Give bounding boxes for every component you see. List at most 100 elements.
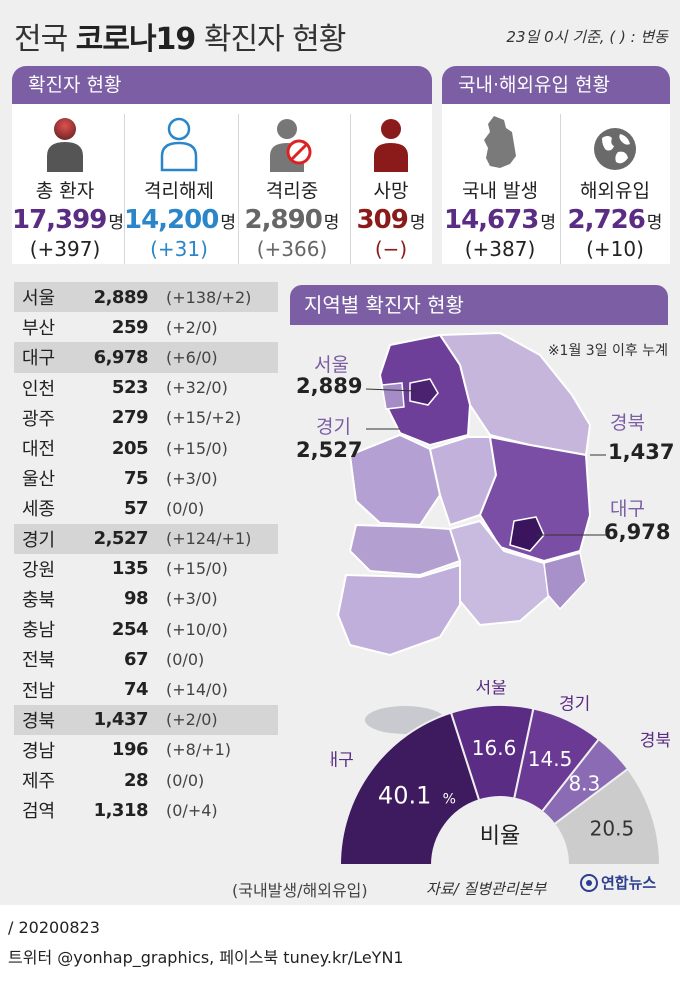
region-row: 충남 254 (+10/0) xyxy=(14,614,278,644)
region-name: 서울 xyxy=(22,288,56,310)
region-name: 충남 xyxy=(22,620,56,642)
ratio-slice xyxy=(338,711,481,866)
ratio-name-label: 서울 xyxy=(476,680,507,698)
region-name: 충북 xyxy=(22,589,56,611)
stat-domestic: 국내 발생 14,673 명 (+387) xyxy=(442,110,558,261)
stat-isolated-label: 격리중 xyxy=(265,180,319,202)
region-row: 제주 28 (0/0) xyxy=(14,765,278,795)
region-value: 1,437 xyxy=(93,709,149,731)
released-person-icon xyxy=(124,110,234,172)
region-value: 523 xyxy=(111,377,149,399)
map-region-chungnam xyxy=(348,433,442,527)
stat-domestic-value: 14,673 명 xyxy=(444,205,556,235)
region-value: 57 xyxy=(123,497,149,519)
basis-note: 23일 0시 기준, ( ) : 변동 xyxy=(506,28,668,46)
overview-title: 확진자 현황 xyxy=(12,66,432,104)
brand: 연합뉴스 xyxy=(580,872,656,893)
region-value: 205 xyxy=(111,437,149,459)
region-change: (+2/0) xyxy=(166,710,218,730)
map-label-gyeongbuk: 경북 xyxy=(610,412,645,434)
map-value-gyeongbuk: 1,437 xyxy=(608,440,675,464)
stat-isolated: 격리중 2,890 명 (+366) xyxy=(238,110,346,261)
region-row: 서울 2,889 (+138/+2) xyxy=(14,282,278,313)
region-value: 74 xyxy=(123,679,149,701)
ratio-chart: 40.1 % 대구 16.6 서울 14.5 경기 8.3 경북 20.5 비율 xyxy=(330,680,670,866)
quarantine-note: (국내발생/해외유입) xyxy=(232,881,368,900)
region-value: 75 xyxy=(123,467,149,489)
region-change: (+124/+1) xyxy=(166,529,252,549)
map-region-gyeongbuk xyxy=(478,435,592,563)
patient-icon xyxy=(12,110,118,172)
region-name: 전북 xyxy=(22,650,56,672)
korea-region-map xyxy=(336,331,606,657)
stat-released-change: (+31) xyxy=(150,237,208,261)
map-region-incheon xyxy=(381,382,405,410)
region-name: 대구 xyxy=(22,348,56,370)
globe-icon xyxy=(560,110,670,172)
region-value: 2,527 xyxy=(93,528,149,550)
stat-released: 격리해제 14,200 명 (+31) xyxy=(124,110,236,261)
ratio-name-label: 경북 xyxy=(640,731,670,751)
map-label-seoul: 서울 xyxy=(314,354,349,376)
region-row: 충북 98 (+3/0) xyxy=(14,584,278,614)
stat-isolated-change: (+366) xyxy=(256,237,328,261)
isolated-person-icon xyxy=(238,110,346,172)
stat-total-value: 17,399 명 xyxy=(12,205,124,235)
region-name: 검역 xyxy=(22,801,56,823)
map-value-gyeonggi: 2,527 xyxy=(296,438,363,462)
region-row: 광주 279 (+15/+2) xyxy=(14,403,278,433)
region-change: (+15/0) xyxy=(166,559,228,579)
stat-total-change: (+397) xyxy=(29,237,101,261)
region-name: 경기 xyxy=(22,529,56,551)
region-name: 강원 xyxy=(22,559,56,581)
map-note: ※1월 3일 이후 누계 xyxy=(547,343,668,359)
region-name: 인천 xyxy=(22,378,56,400)
region-name: 경남 xyxy=(22,740,56,762)
region-row: 경기 2,527 (+124/+1) xyxy=(14,523,278,554)
source-note: 자료/ 질병관리본부 xyxy=(426,880,547,898)
region-name: 세종 xyxy=(22,499,56,521)
region-value: 259 xyxy=(111,316,149,338)
ratio-value-label: 8.3 xyxy=(568,771,600,795)
region-change: (+15/0) xyxy=(166,438,228,458)
region-value: 67 xyxy=(123,648,149,670)
map-value-seoul: 2,889 xyxy=(296,374,363,398)
region-row: 경남 196 (+8/+1) xyxy=(14,735,278,765)
stat-total-label: 총 환자 xyxy=(35,180,95,202)
region-value: 98 xyxy=(123,588,149,610)
deceased-person-icon xyxy=(350,110,432,172)
region-change: (+3/0) xyxy=(166,589,218,609)
region-value: 135 xyxy=(111,558,149,580)
ratio-unit-label: % xyxy=(443,791,456,807)
map-label-gyeonggi: 경기 xyxy=(316,416,351,438)
region-change: (+10/0) xyxy=(166,619,228,639)
stat-imported-value: 2,726 명 xyxy=(567,205,663,235)
stat-deceased: 사망 309 명 (−) xyxy=(350,110,432,261)
ratio-value-label: 16.6 xyxy=(472,736,517,760)
region-value: 2,889 xyxy=(93,286,149,308)
region-table: 서울 2,889 (+138/+2) 부산 259 (+2/0) 대구 6,978 (+6/0)… xyxy=(14,282,278,825)
region-change: (0/+4) xyxy=(166,800,218,820)
ratio-name-label: 경기 xyxy=(559,695,590,715)
region-name: 대전 xyxy=(22,439,56,461)
infographic-card: 전국 코로나19 확진자 현황 23일 0시 기준, ( ) : 변동 확진자 … xyxy=(0,0,680,905)
map-label-daegu: 대구 xyxy=(610,498,645,520)
ratio-slice xyxy=(552,767,662,866)
region-row: 강원 135 (+15/0) xyxy=(14,554,278,584)
stat-total: 총 환자 17,399 명 (+397) xyxy=(12,110,124,261)
map-region-jeonbuk xyxy=(348,523,462,577)
stat-imported-change: (+10) xyxy=(586,237,644,261)
stat-domestic-label: 국내 발생 xyxy=(462,180,538,202)
region-change: (+3/0) xyxy=(166,468,218,488)
map-value-daegu: 6,978 xyxy=(604,520,671,544)
region-row: 대구 6,978 (+6/0) xyxy=(14,342,278,373)
region-change: (+8/+1) xyxy=(166,740,232,760)
map-region-seoul xyxy=(409,378,439,406)
region-change: (0/0) xyxy=(166,649,205,669)
ratio-value-label: 14.5 xyxy=(528,747,573,771)
stat-imported-label: 해외유입 xyxy=(580,180,650,202)
stat-deceased-change: (−) xyxy=(374,237,408,261)
map-title: 지역별 확진자 현황 xyxy=(290,285,668,325)
stat-deceased-value: 309 명 xyxy=(356,205,426,235)
region-name: 제주 xyxy=(22,771,56,793)
